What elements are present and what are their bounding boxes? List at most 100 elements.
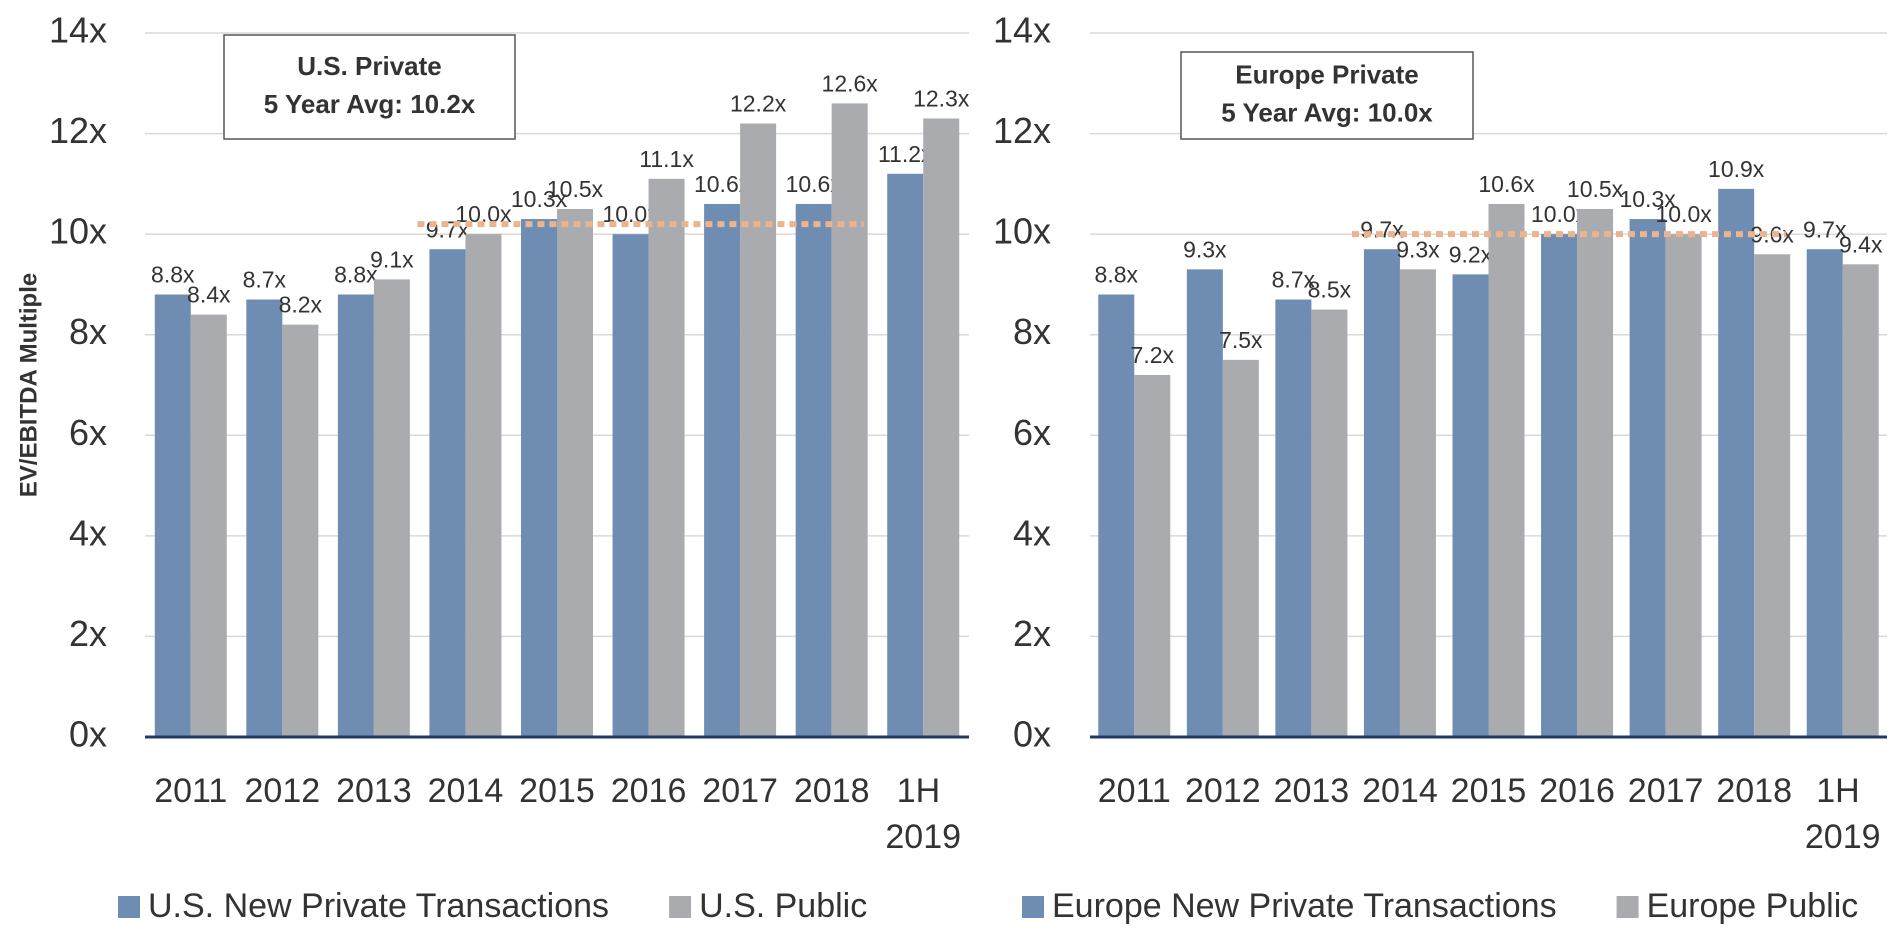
data-label: 7.5x xyxy=(1219,327,1263,353)
bar xyxy=(1098,294,1135,737)
x-tick-label: 2011 xyxy=(1098,772,1171,810)
data-label: 10.0x xyxy=(1655,201,1712,227)
annotation-box xyxy=(223,34,516,140)
x-tick-label: 2013 xyxy=(1274,772,1350,810)
x-tick-label: 2014 xyxy=(428,772,504,810)
data-label: 9.7x xyxy=(1360,216,1404,242)
x-tick-label: 2015 xyxy=(1451,772,1527,810)
bar xyxy=(557,209,593,737)
bar xyxy=(740,123,777,737)
data-label: 10.3x xyxy=(1619,186,1676,212)
bar xyxy=(1311,309,1348,737)
x-tick-label: 1H 2019 xyxy=(1805,772,1881,856)
data-label: 7.2x xyxy=(1131,342,1175,368)
data-label: 9.4x xyxy=(1839,231,1883,257)
data-label: 9.7x xyxy=(1803,216,1847,242)
x-tick-label: 2016 xyxy=(611,772,687,810)
annotation-text: 5 Year Avg: 10.2x xyxy=(264,89,476,119)
y-tick-label: 0x xyxy=(1013,714,1051,755)
bar xyxy=(923,118,960,737)
data-label: 8.8x xyxy=(1095,262,1139,288)
bar xyxy=(1363,249,1400,737)
annotation-text: 5 Year Avg: 10.0x xyxy=(1221,97,1433,127)
y-tick-label: 10x xyxy=(993,211,1051,252)
bar xyxy=(1806,249,1843,737)
data-label: 12.3x xyxy=(913,86,970,112)
bar xyxy=(1275,299,1312,737)
y-tick-label: 12x xyxy=(993,110,1051,151)
bar xyxy=(1541,234,1578,737)
y-tick-label: 8x xyxy=(1013,311,1051,352)
data-label: 8.5x xyxy=(1308,277,1352,303)
data-label: 10.5x xyxy=(547,176,604,202)
annotation-text: U.S. Private xyxy=(297,51,442,81)
bar xyxy=(1842,264,1879,737)
x-tick-label: 2013 xyxy=(336,772,412,810)
legend-swatch xyxy=(669,896,692,918)
data-label: 10.5x xyxy=(1567,176,1624,202)
legend-swatch xyxy=(118,896,140,918)
bar xyxy=(1186,269,1223,737)
bar xyxy=(1134,374,1171,737)
x-tick-label: 2018 xyxy=(1716,772,1792,810)
y-tick-label: 2x xyxy=(1013,613,1051,654)
bar xyxy=(373,279,410,737)
x-tick-label: 1H 2019 xyxy=(885,772,961,856)
legend-label: Europe New Private Transactions xyxy=(1052,887,1557,925)
data-label: 10.9x xyxy=(1708,156,1765,182)
data-label: 9.3x xyxy=(1183,236,1227,262)
bar xyxy=(831,103,868,737)
bar xyxy=(1629,219,1666,738)
x-tick-label: 2016 xyxy=(1539,772,1615,810)
y-tick-label: 6x xyxy=(69,412,107,453)
y-tick-label: 12x xyxy=(49,110,107,151)
bar xyxy=(190,314,227,737)
bar xyxy=(1718,188,1755,737)
x-tick-label: 2018 xyxy=(794,772,870,810)
data-label: 12.2x xyxy=(730,91,787,117)
y-tick-label: 4x xyxy=(69,512,107,553)
x-tick-label: 2011 xyxy=(154,772,227,810)
legend-swatch xyxy=(1616,896,1639,918)
x-tick-label: 2017 xyxy=(702,772,778,810)
annotation-box xyxy=(1180,51,1474,140)
data-label: 8.2x xyxy=(279,292,323,318)
bar xyxy=(1577,209,1614,737)
data-label: 10.3x xyxy=(511,186,568,212)
bar xyxy=(282,324,319,737)
y-tick-label: 4x xyxy=(1013,512,1051,553)
y-tick-label: 14x xyxy=(49,10,107,51)
data-label: 8.8x xyxy=(151,262,195,288)
bar xyxy=(1488,203,1525,737)
legend-label: U.S. Public xyxy=(699,887,867,925)
data-label: 9.2x xyxy=(1449,241,1493,267)
data-label: 11.1x xyxy=(639,146,694,172)
y-tick-label: 0x xyxy=(69,714,107,755)
x-tick-label: 2012 xyxy=(1185,772,1261,810)
data-label: 8.4x xyxy=(187,282,231,308)
legend-label: Europe Public xyxy=(1647,887,1859,925)
data-label: 12.6x xyxy=(822,70,879,96)
annotation-text: Europe Private xyxy=(1235,59,1419,89)
data-label: 8.8x xyxy=(334,262,378,288)
bar xyxy=(521,219,557,738)
y-axis-label: EV/EBITDA Multiple xyxy=(15,273,42,497)
legend-label: U.S. New Private Transactions xyxy=(148,887,609,925)
bar xyxy=(246,299,283,737)
data-label: 8.7x xyxy=(1272,267,1316,293)
x-tick-label: 2014 xyxy=(1362,772,1438,810)
y-tick-label: 8x xyxy=(69,311,107,352)
bar xyxy=(887,173,924,738)
y-tick-label: 14x xyxy=(993,10,1051,51)
data-label: 9.7x xyxy=(426,216,470,242)
bar xyxy=(612,234,649,737)
bar xyxy=(337,294,374,737)
bar xyxy=(429,249,466,737)
bar xyxy=(465,234,502,737)
y-tick-label: 6x xyxy=(1013,412,1051,453)
x-tick-label: 2012 xyxy=(245,772,321,810)
bar xyxy=(154,294,191,737)
data-label: 9.1x xyxy=(370,246,414,272)
bar xyxy=(1222,359,1259,737)
bar xyxy=(704,203,741,737)
